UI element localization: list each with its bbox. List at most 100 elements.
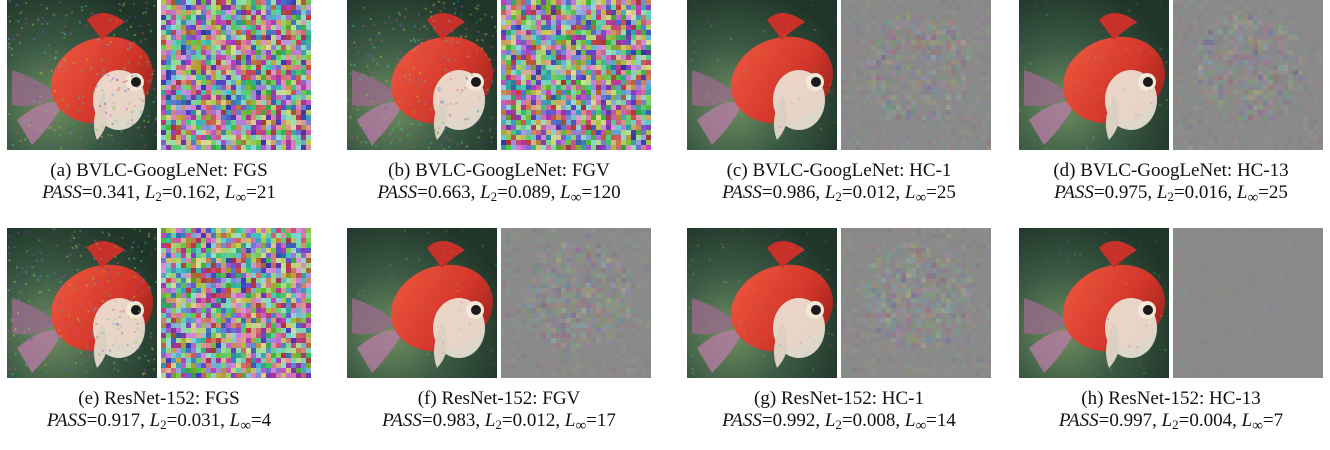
pass-label: PASS <box>382 410 422 431</box>
l2-subscript: 2 <box>835 417 842 432</box>
linf-label: L <box>229 410 241 431</box>
linf-value: 4 <box>261 410 272 431</box>
linf-subscript: ∞ <box>915 418 927 434</box>
l2-value: 0.004 <box>1189 410 1233 431</box>
linf-subscript: ∞ <box>235 190 247 206</box>
panel-b: (b) BVLC-GoogLeNet: FGV PASS=0.663, L2=0… <box>340 0 658 209</box>
linf-value: 25 <box>1268 182 1288 203</box>
l2-value: 0.162 <box>172 182 216 203</box>
l2-value: 0.016 <box>1184 182 1228 203</box>
pass-label: PASS <box>722 182 762 203</box>
l2-label: L <box>1161 410 1173 431</box>
linf-label: L <box>224 182 236 203</box>
panel-c: (c) BVLC-GoogLeNet: HC-1 PASS=0.986, L2=… <box>680 0 998 209</box>
panel-caption: (g) ResNet-152: HC-1 PASS=0.992, L2=0.00… <box>722 388 956 434</box>
perturbation-image <box>1173 228 1323 378</box>
linf-value: 17 <box>596 410 616 431</box>
image-pair <box>0 228 318 378</box>
adversarial-image <box>687 228 837 378</box>
method-name: FGS <box>204 388 240 409</box>
pass-value: 0.983 <box>432 410 476 431</box>
pass-value: 0.917 <box>97 410 141 431</box>
linf-subscript: ∞ <box>915 190 927 206</box>
model-name: ResNet-152 <box>1108 388 1199 409</box>
image-pair <box>680 228 998 378</box>
l2-subscript: 2 <box>495 417 502 432</box>
pass-label: PASS <box>377 182 418 203</box>
method-name: HC-13 <box>1236 160 1289 181</box>
panel-g: (g) ResNet-152: HC-1 PASS=0.992, L2=0.00… <box>680 228 998 437</box>
l2-label: L <box>484 410 496 431</box>
panel-tag: (e) <box>78 388 100 409</box>
model-name: BVLC-GoogLeNet <box>76 160 223 181</box>
perturbation-image <box>501 0 651 150</box>
l2-value: 0.031 <box>177 410 221 431</box>
perturbation-image <box>1173 0 1323 150</box>
perturbation-image <box>161 228 311 378</box>
panel-caption: (a) BVLC-GoogLeNet: FGS PASS=0.341, L2=0… <box>42 160 276 206</box>
adversarial-image <box>347 228 497 378</box>
perturbation-image <box>841 0 991 150</box>
linf-subscript: ∞ <box>1252 418 1263 434</box>
panel-a: (a) BVLC-GoogLeNet: FGS PASS=0.341, L2=0… <box>0 0 318 209</box>
pass-label: PASS <box>1054 182 1094 203</box>
method-name: HC-1 <box>881 388 924 409</box>
panel-tag: (a) <box>50 160 72 181</box>
linf-value: 7 <box>1273 410 1284 431</box>
l2-subscript: 2 <box>490 189 498 204</box>
panel-tag: (h) <box>1081 388 1104 409</box>
l2-label: L <box>1156 182 1168 203</box>
linf-subscript: ∞ <box>240 418 251 434</box>
perturbation-image <box>161 0 311 150</box>
model-name: ResNet-152 <box>104 388 195 409</box>
linf-value: 25 <box>936 182 956 203</box>
pass-value: 0.975 <box>1104 182 1148 203</box>
linf-label: L <box>904 410 916 431</box>
adversarial-image <box>7 0 157 150</box>
pass-value: 0.992 <box>772 410 816 431</box>
l2-label: L <box>480 182 491 203</box>
linf-label: L <box>1241 410 1253 431</box>
image-pair <box>340 228 658 378</box>
method-name: HC-1 <box>909 160 952 181</box>
model-name: BVLC-GoogLeNet <box>415 160 562 181</box>
panel-caption: (b) BVLC-GoogLeNet: FGV PASS=0.663, L2=0… <box>377 160 621 206</box>
panel-tag: (g) <box>754 388 777 409</box>
image-pair <box>340 0 658 150</box>
method-name: HC-13 <box>1208 388 1261 409</box>
pass-value: 0.341 <box>92 182 136 203</box>
method-name: FGV <box>542 388 581 409</box>
l2-value: 0.008 <box>852 410 896 431</box>
l2-subscript: 2 <box>155 189 162 204</box>
perturbation-image <box>501 228 651 378</box>
panel-tag: (c) <box>726 160 748 181</box>
pass-value: 0.986 <box>772 182 816 203</box>
panel-tag: (b) <box>388 160 411 181</box>
panel-tag: (d) <box>1053 160 1076 181</box>
panel-caption: (f) ResNet-152: FGV PASS=0.983, L2=0.012… <box>382 388 616 434</box>
adversarial-image <box>347 0 497 150</box>
image-pair <box>680 0 998 150</box>
l2-label: L <box>824 182 836 203</box>
perturbation-image <box>841 228 991 378</box>
panel-h: (h) ResNet-152: HC-13 PASS=0.997, L2=0.0… <box>1012 228 1330 437</box>
image-pair <box>1012 0 1330 150</box>
linf-label: L <box>1236 182 1248 203</box>
pass-label: PASS <box>722 410 762 431</box>
panel-f: (f) ResNet-152: FGV PASS=0.983, L2=0.012… <box>340 228 658 437</box>
linf-label: L <box>564 410 576 431</box>
l2-value: 0.012 <box>512 410 556 431</box>
l2-subscript: 2 <box>1172 417 1179 432</box>
image-pair <box>1012 228 1330 378</box>
linf-value: 14 <box>936 410 956 431</box>
l2-label: L <box>824 410 836 431</box>
panel-caption: (h) ResNet-152: HC-13 PASS=0.997, L2=0.0… <box>1058 388 1284 434</box>
model-name: ResNet-152 <box>780 388 872 409</box>
l2-subscript: 2 <box>835 189 842 204</box>
panel-e: (e) ResNet-152: FGS PASS=0.917, L2=0.031… <box>0 228 318 437</box>
panel-d: (d) BVLC-GoogLeNet: HC-13 PASS=0.975, L2… <box>1012 0 1330 209</box>
adversarial-image <box>1019 0 1169 150</box>
panel-tag: (f) <box>417 388 437 409</box>
adversarial-image <box>687 0 837 150</box>
adversarial-image <box>1019 228 1169 378</box>
